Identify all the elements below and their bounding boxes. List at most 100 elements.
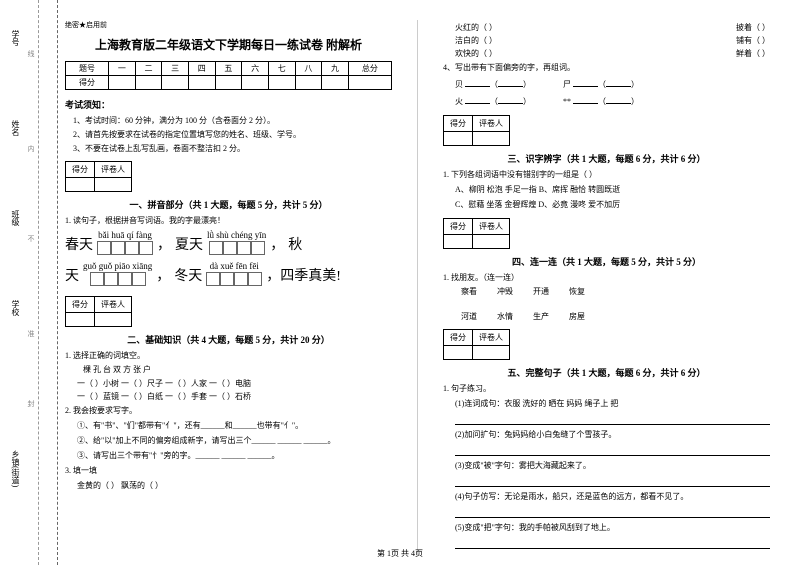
- s4-q1: 1. 找朋友。（连一连）: [443, 272, 770, 283]
- td-label: 得分: [66, 76, 109, 90]
- section1-title: 一、拼音部分（共 1 大题，每题 5 分，共计 5 分）: [65, 198, 392, 211]
- grid-3[interactable]: [90, 272, 146, 286]
- s4-bot[interactable]: 河道 水情 生产 房屋: [461, 311, 770, 322]
- notice-title: 考试须知：: [65, 98, 392, 111]
- pinyin-row-2: 天 guǒ guǒ piāo xiāng ， 冬天 dà xuě fēn fēi…: [65, 261, 392, 288]
- section3-title: 三、识字辨字（共 1 大题，每题 6 分，共计 6 分）: [443, 152, 770, 165]
- s2-q2-3[interactable]: ③、请写出三个带有"忄"旁的字。______ ______ ______。: [77, 450, 392, 461]
- s3-opt-a[interactable]: A、柳阴 松泡 手足一指 B、席挥 融恰 转圆既逝: [455, 184, 770, 195]
- section2-box: 得分评卷人: [65, 296, 132, 327]
- margin-hint-1: 线: [26, 50, 36, 57]
- score-value-row: 得分: [66, 76, 392, 90]
- binding-margin: 学号 线 姓名 内 班级 不 学校 准 封 乡镇(街道): [8, 0, 58, 565]
- margin-hint-5: 封: [26, 400, 36, 407]
- margin-label-3: 班级: [10, 210, 21, 226]
- margin-label-1: 学号: [10, 30, 21, 46]
- box-score: 得分: [66, 162, 95, 178]
- pinyin-2: lǜ shù chéng yīn: [207, 230, 266, 240]
- th-9: 九: [322, 62, 349, 76]
- section5-title: 五、完整句子（共 1 大题，每题 6 分，共计 6 分）: [443, 366, 770, 379]
- margin-hint-2: 内: [26, 145, 36, 152]
- s5-sub1: (1)连词成句：衣服 洗好的 晒在 妈妈 绳子上 把: [455, 398, 770, 409]
- s4-top[interactable]: 察看 冲毁 开通 恢复: [461, 286, 770, 297]
- column-divider: [417, 20, 418, 555]
- mid-char: 天: [65, 265, 79, 285]
- r-row2[interactable]: 洁白的（ ）铺有（ ）: [455, 35, 770, 46]
- section2-title: 二、基础知识（共 4 大题，每题 5 分，共计 20 分）: [65, 333, 392, 346]
- section4-box: 得分评卷人: [443, 218, 510, 249]
- r-row3[interactable]: 欢快的（ ）鲜着（ ）: [455, 48, 770, 59]
- radical-row-2[interactable]: 火 （） ** （）: [455, 94, 770, 107]
- score-table: 题号 一 二 三 四 五 六 七 八 九 总分 得分: [65, 61, 392, 90]
- box-grader: 评卷人: [95, 162, 132, 178]
- s5-q1: 1. 句子练习。: [443, 383, 770, 394]
- section5-box: 得分评卷人: [443, 329, 510, 360]
- th-1: 一: [109, 62, 136, 76]
- margin-label-2: 姓名: [10, 120, 21, 136]
- s2-q3: 3. 填一填: [65, 465, 392, 476]
- notice-2: 2、请首先按要求在试卷的指定位置填写您的姓名、班级、学号。: [73, 129, 392, 140]
- section4-title: 四、连一连（共 1 大题，每题 5 分，共计 5 分）: [443, 255, 770, 268]
- s3-q1: 1. 下列各组词语中没有错别字的一组是（ ）: [443, 169, 770, 180]
- comma-2: ，: [270, 234, 284, 254]
- page-columns: 绝密★启用前 上海教育版二年级语文下学期每日一练试卷 附解析 题号 一 二 三 …: [65, 20, 770, 555]
- summer-char: 夏天: [175, 234, 203, 254]
- s2-q2: 2. 我会按要求写字。: [65, 405, 392, 416]
- right-column: 火红的（ ）披着（ ） 洁白的（ ）铺有（ ） 欢快的（ ）鲜着（ ） 4、写出…: [443, 20, 770, 555]
- pinyin-row-1: 春天 bǎi huā qí fàng ， 夏天 lǜ shù chéng yīn…: [65, 230, 392, 257]
- s2-words: 棵 孔 台 双 方 张 户: [83, 364, 392, 375]
- spring-char: 春天: [65, 234, 93, 254]
- margin-label-5: 乡镇(街道): [10, 450, 21, 487]
- score-header-row: 题号 一 二 三 四 五 六 七 八 九 总分: [66, 62, 392, 76]
- pinyin-4: dà xuě fēn fēi: [206, 261, 262, 271]
- th-5: 五: [215, 62, 242, 76]
- th-4: 四: [188, 62, 215, 76]
- s2-q2-1[interactable]: ①、有"书"、"们"都带有"亻"，还有______和______也带有"亻"。: [77, 420, 392, 431]
- r-q4: 4、写出带有下面偏旁的字，再组词。: [443, 62, 770, 73]
- s5-sub4: (4)句子仿写：无论是雨水，船只，还是蓝色的远方，都看不见了。: [455, 491, 770, 502]
- s2-row1[interactable]: 一（ ）小树 一（ ）尺子 一（ ）人家 一（ ）电脑: [77, 378, 392, 389]
- grid-4[interactable]: [206, 272, 262, 286]
- answer-line-4[interactable]: [455, 508, 770, 518]
- pinyin-3: guǒ guǒ piāo xiāng: [83, 261, 152, 271]
- answer-line-3[interactable]: [455, 477, 770, 487]
- dashed-line: [38, 0, 39, 565]
- radical-row-1[interactable]: 贝 （） 尸 （）: [455, 77, 770, 90]
- s2-q1: 1. 选择正确的词填空。: [65, 350, 392, 361]
- s2-q3-1[interactable]: 金黄的（ ） 飘荡的（ ）: [77, 480, 392, 491]
- th-7: 七: [268, 62, 295, 76]
- answer-line-1[interactable]: [455, 415, 770, 425]
- s5-sub5: (5)变成"把"字句：我的手帕被风刮到了地上。: [455, 522, 770, 533]
- s2-row2[interactable]: 一（ ）蓝镜 一（ ）白纸 一（ ）手套 一（ ）石桥: [77, 391, 392, 402]
- th-8: 八: [295, 62, 322, 76]
- section3-box: 得分评卷人: [443, 115, 510, 146]
- end-text: ，四季真美!: [266, 265, 341, 285]
- s1-q1: 1. 读句子，根据拼音写词语。我的字最漂亮！: [65, 215, 392, 226]
- s2-q2-2[interactable]: ②、给"以"加上不同的偏旁组成新字，请写出三个______ ______ ___…: [77, 435, 392, 446]
- classification: 绝密★启用前: [65, 20, 392, 30]
- grid-1[interactable]: [97, 241, 153, 255]
- notice-1: 1、考试时间：60 分钟，满分为 100 分（含卷面分 2 分）。: [73, 115, 392, 126]
- margin-hint-4: 准: [26, 330, 36, 337]
- th-0: 题号: [66, 62, 109, 76]
- margin-label-4: 学校: [10, 300, 21, 316]
- section1-box: 得分评卷人: [65, 161, 132, 192]
- th-6: 六: [242, 62, 269, 76]
- th-3: 三: [162, 62, 189, 76]
- th-2: 二: [135, 62, 162, 76]
- s3-opt-c[interactable]: C、慰藉 坐落 金碧辉煌 D、必竟 漫咚 爱不加厉: [455, 199, 770, 210]
- winter-char: 冬天: [174, 265, 202, 285]
- s5-sub3: (3)变成"被"字句：雾把大海藏起来了。: [455, 460, 770, 471]
- notice-3: 3、不要在试卷上乱写乱画，卷面不整洁扣 2 分。: [73, 143, 392, 154]
- autumn-char: 秋: [288, 234, 302, 254]
- page-footer: 第 1页 共 4页: [0, 548, 800, 559]
- left-column: 绝密★启用前 上海教育版二年级语文下学期每日一练试卷 附解析 题号 一 二 三 …: [65, 20, 392, 555]
- paper-title: 上海教育版二年级语文下学期每日一练试卷 附解析: [65, 36, 392, 53]
- comma-1: ，: [157, 234, 171, 254]
- grid-2[interactable]: [209, 241, 265, 255]
- r-row1[interactable]: 火红的（ ）披着（ ）: [455, 22, 770, 33]
- answer-line-2[interactable]: [455, 446, 770, 456]
- pinyin-1: bǎi huā qí fàng: [97, 230, 153, 240]
- comma-3: ，: [156, 265, 170, 285]
- margin-hint-3: 不: [26, 235, 36, 242]
